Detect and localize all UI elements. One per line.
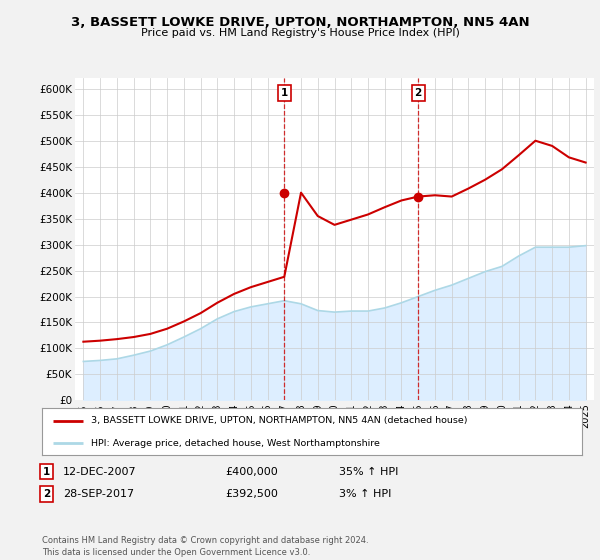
- Text: 1: 1: [281, 88, 288, 98]
- Text: 2: 2: [415, 88, 422, 98]
- Text: Contains HM Land Registry data © Crown copyright and database right 2024.
This d: Contains HM Land Registry data © Crown c…: [42, 536, 368, 557]
- Text: 3, BASSETT LOWKE DRIVE, UPTON, NORTHAMPTON, NN5 4AN: 3, BASSETT LOWKE DRIVE, UPTON, NORTHAMPT…: [71, 16, 529, 29]
- Text: £400,000: £400,000: [225, 466, 278, 477]
- Text: HPI: Average price, detached house, West Northamptonshire: HPI: Average price, detached house, West…: [91, 439, 379, 448]
- Text: 3, BASSETT LOWKE DRIVE, UPTON, NORTHAMPTON, NN5 4AN (detached house): 3, BASSETT LOWKE DRIVE, UPTON, NORTHAMPT…: [91, 416, 467, 425]
- Text: 3% ↑ HPI: 3% ↑ HPI: [339, 489, 391, 499]
- Text: 28-SEP-2017: 28-SEP-2017: [63, 489, 134, 499]
- Text: 2: 2: [43, 489, 50, 499]
- Text: Price paid vs. HM Land Registry's House Price Index (HPI): Price paid vs. HM Land Registry's House …: [140, 28, 460, 38]
- Text: 12-DEC-2007: 12-DEC-2007: [63, 466, 137, 477]
- Text: £392,500: £392,500: [225, 489, 278, 499]
- Text: 1: 1: [43, 466, 50, 477]
- Text: 35% ↑ HPI: 35% ↑ HPI: [339, 466, 398, 477]
